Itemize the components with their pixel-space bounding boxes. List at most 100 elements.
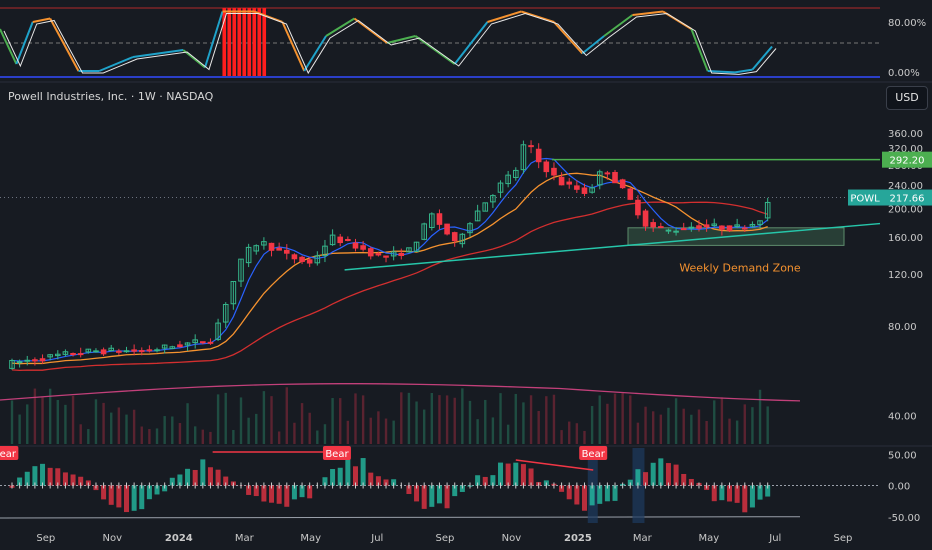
stoch-overbought-bar — [232, 8, 237, 76]
volume-bar — [583, 430, 586, 444]
volume-bar — [193, 426, 197, 444]
momentum-bar — [429, 485, 435, 507]
volume-bar — [117, 407, 121, 444]
candle-body — [161, 344, 168, 349]
candle-body — [726, 225, 733, 231]
momentum-bar — [330, 469, 336, 486]
momentum-bar — [200, 459, 206, 486]
stoch-overbought-bar — [257, 8, 262, 76]
stoch-overbought-bar — [222, 8, 227, 76]
momentum-bar — [337, 467, 343, 486]
momentum-bar — [246, 485, 252, 495]
momentum-bar — [757, 485, 763, 500]
candle-body — [245, 246, 252, 264]
volume-bar — [293, 422, 296, 444]
volume-bar — [705, 420, 708, 444]
momentum-bar — [32, 466, 38, 486]
stoch-k-segment — [690, 28, 709, 72]
candle-body — [688, 226, 695, 229]
currency-button[interactable]: USD — [886, 86, 928, 110]
volume-bar — [140, 426, 143, 444]
candle-body — [642, 210, 649, 227]
candle-body — [383, 255, 389, 258]
momentum-bar — [665, 463, 671, 486]
candle-body — [627, 188, 634, 200]
volume-bar — [743, 404, 746, 444]
price-tick-label: 240.00 — [888, 181, 923, 192]
candle-body — [604, 172, 611, 175]
momentum-bar — [307, 485, 313, 499]
candle-body — [184, 342, 191, 346]
x-tick-label: May — [300, 533, 321, 544]
momentum-bar — [688, 478, 694, 486]
volume-bar — [522, 402, 525, 444]
candle-body — [482, 202, 489, 212]
momentum-bar — [139, 485, 145, 510]
volume-bar — [339, 398, 342, 444]
x-tick-label: Sep — [36, 533, 55, 544]
momentum-bar — [581, 485, 587, 511]
candle-body — [39, 358, 46, 362]
volume-bar — [468, 400, 472, 444]
momentum-bar — [727, 485, 733, 502]
candle-body — [215, 322, 221, 340]
momentum-bar — [284, 485, 290, 507]
last-price-tag-label: 217.66 — [890, 194, 925, 205]
momentum-bar — [421, 485, 427, 509]
momentum-bar — [436, 485, 442, 504]
candle-body — [54, 353, 61, 357]
bear-divergence-line — [515, 459, 594, 471]
candle-body — [32, 359, 38, 362]
volume-bar — [545, 396, 548, 444]
candle-body — [398, 252, 405, 257]
x-tick-label: Jul — [768, 533, 781, 544]
volume-bar — [71, 395, 75, 444]
momentum-bar — [597, 485, 603, 504]
demand-zone-label: Weekly Demand Zone — [679, 261, 801, 274]
candle-body — [200, 341, 206, 344]
candle-body — [77, 353, 84, 356]
volume-bar — [323, 424, 327, 444]
volume-bar — [331, 398, 334, 444]
candle-body — [566, 181, 573, 185]
volume-bar — [461, 388, 464, 444]
x-tick-label: 2024 — [165, 533, 193, 544]
volume-bar — [369, 417, 372, 444]
price-tick-label: 80.00 — [888, 322, 917, 333]
momentum-bar — [719, 485, 725, 501]
candle-body — [283, 249, 290, 254]
momentum-bar — [566, 485, 572, 500]
stoch-k-segment — [632, 10, 664, 16]
momentum-bar — [368, 472, 374, 486]
resistance-tag-label: 292.20 — [890, 156, 925, 167]
stoch-overbought-bar — [247, 8, 252, 76]
candle-body — [192, 339, 198, 344]
momentum-bar — [40, 463, 46, 486]
momentum-bar — [643, 472, 649, 486]
volume-bar — [415, 401, 418, 444]
momentum-bar — [452, 485, 458, 497]
momentum-bar — [658, 458, 664, 486]
candle-body — [535, 148, 542, 163]
candle-body — [360, 245, 366, 250]
momentum-bar — [154, 485, 160, 495]
volume-bar — [262, 391, 266, 444]
candle-body — [390, 251, 397, 257]
momentum-bar — [505, 463, 511, 486]
volume-bar — [132, 409, 136, 444]
stoch-k-segment — [707, 70, 736, 74]
candle-body — [291, 254, 298, 260]
bear-label: Bear — [582, 449, 606, 460]
momentum-bar — [352, 466, 358, 486]
candle-body — [314, 255, 321, 264]
momentum-bar — [47, 467, 53, 486]
momentum-bar — [215, 469, 221, 486]
candle-body — [100, 349, 107, 355]
stoch-rsi-panel: 80.00% 0.00% — [0, 7, 926, 79]
x-tick-label: Jul — [370, 533, 383, 544]
stoch-k-segment — [32, 17, 51, 23]
candle-body — [253, 245, 260, 252]
candle-body — [429, 213, 435, 229]
